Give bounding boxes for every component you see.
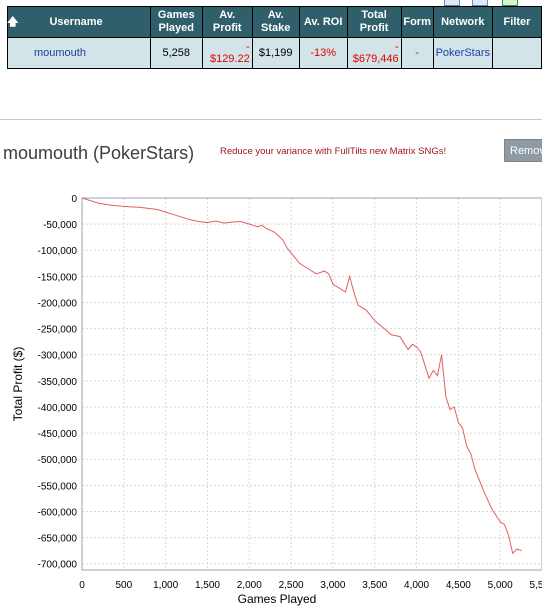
header-av-roi: Av. ROI xyxy=(303,15,343,28)
cell-av-profit: - $129.22 xyxy=(201,37,253,69)
x-tick-label: 3,500 xyxy=(362,580,387,591)
cell-games-played: 5,258 xyxy=(149,37,203,69)
y-tick-label: -150,000 xyxy=(38,272,78,283)
stats-table: 🡅 Username Games Played Av. Profit Av. S… xyxy=(7,6,542,69)
toolbar-icons xyxy=(440,0,540,6)
x-tick-label: 4,000 xyxy=(404,580,429,591)
y-tick-label: -650,000 xyxy=(38,534,78,545)
header-games: Games xyxy=(157,9,195,21)
x-tick-label: 1,500 xyxy=(195,580,220,591)
x-tick-label: 3,000 xyxy=(320,580,345,591)
col-av-stake[interactable]: Av. Stake xyxy=(251,6,300,38)
y-tick-label: -300,000 xyxy=(38,351,78,362)
refresh-icon[interactable] xyxy=(502,0,518,6)
y-tick-label: -200,000 xyxy=(38,298,78,309)
header-av: Av. xyxy=(219,9,236,21)
header-form: Form xyxy=(403,15,431,28)
profile-title: moumouth (PokerStars) xyxy=(3,143,195,163)
header-username: Username xyxy=(49,15,103,28)
col-filter[interactable]: Filter xyxy=(492,6,542,38)
total-profit-value: $679,446 xyxy=(352,53,399,65)
promo-link[interactable]: Reduce your variance with FullTilts new … xyxy=(220,146,447,157)
print-icon[interactable] xyxy=(472,0,488,6)
y-tick-label: -700,000 xyxy=(38,560,78,571)
y-axis-ticks: 0 -50,000 -100,000 -150,000 -200,000 -250,000… xyxy=(38,194,78,571)
av-profit-sign: - xyxy=(246,41,250,53)
y-axis-label: Total Profit ($) xyxy=(11,347,25,422)
x-tick-label: 0 xyxy=(79,580,85,591)
header-played: Played xyxy=(158,22,194,34)
cell-filter[interactable] xyxy=(492,37,542,69)
y-tick-label: -50,000 xyxy=(43,220,77,231)
export-icon[interactable] xyxy=(444,0,460,6)
y-tick-label: -600,000 xyxy=(38,507,78,518)
cell-username[interactable]: moumouth xyxy=(7,37,151,69)
col-total-profit[interactable]: Total Profit xyxy=(346,6,402,38)
x-tick-label: 1,000 xyxy=(153,580,178,591)
x-axis-label: Games Played xyxy=(238,592,317,606)
av-profit-value: $129.22 xyxy=(209,53,250,65)
y-tick-label: -250,000 xyxy=(38,325,78,336)
y-tick-label: -550,000 xyxy=(38,481,78,492)
cell-form: - xyxy=(400,37,434,69)
sort-arrow-icon[interactable]: 🡅 xyxy=(7,15,19,28)
remove-button[interactable]: Remov xyxy=(504,139,542,162)
x-tick-label: 2,000 xyxy=(237,580,262,591)
cell-av-roi: -13% xyxy=(298,37,348,69)
x-tick-label: 2,500 xyxy=(279,580,304,591)
header-network: Network xyxy=(441,15,485,28)
plot-area xyxy=(81,197,542,571)
table-row: moumouth 5,258 - $129.22 $1,199 -13% - $… xyxy=(7,37,542,69)
x-tick-label: 4,500 xyxy=(446,580,471,591)
x-axis-ticks: 0 500 1,000 1,500 2,000 2,500 3,000 3,500 4,000 4… xyxy=(79,580,542,591)
username-link[interactable]: moumouth xyxy=(34,47,86,59)
profit-chart: 0 -50,000 -100,000 -150,000 -200,000 -250,000… xyxy=(11,194,542,606)
y-tick-label: -450,000 xyxy=(38,429,78,440)
col-av-profit[interactable]: Av. Profit xyxy=(201,6,253,38)
col-network[interactable]: Network xyxy=(432,6,494,38)
y-tick-label: 0 xyxy=(71,194,77,205)
x-tick-label: 500 xyxy=(115,580,132,591)
header-total: Total xyxy=(361,9,387,21)
x-tick-label: 5,500 xyxy=(529,580,542,591)
col-games-played[interactable]: Games Played xyxy=(149,6,203,38)
col-username[interactable]: 🡅 Username xyxy=(7,6,151,38)
y-tick-label: -350,000 xyxy=(38,377,78,388)
cell-total-profit: - $679,446 xyxy=(346,37,402,69)
y-tick-label: -500,000 xyxy=(38,455,78,466)
divider xyxy=(0,119,542,120)
header-av: Av. xyxy=(267,9,284,21)
x-tick-label: 5,000 xyxy=(488,580,513,591)
header-stake: Stake xyxy=(261,22,291,34)
chart-grid xyxy=(81,197,542,570)
series-line xyxy=(81,197,522,555)
header-filter: Filter xyxy=(503,15,531,28)
y-tick-label: -100,000 xyxy=(38,246,78,257)
col-form[interactable]: Form xyxy=(400,6,434,38)
y-tick-label: -400,000 xyxy=(38,403,78,414)
total-profit-sign: - xyxy=(394,41,399,53)
header-profit: Profit xyxy=(359,22,389,34)
table-header-row: 🡅 Username Games Played Av. Profit Av. S… xyxy=(7,6,542,38)
cell-network[interactable]: PokerStars xyxy=(432,37,494,69)
header-profit: Profit xyxy=(212,22,242,34)
col-av-roi[interactable]: Av. ROI xyxy=(298,6,348,38)
cell-av-stake: $1,199 xyxy=(251,37,300,69)
